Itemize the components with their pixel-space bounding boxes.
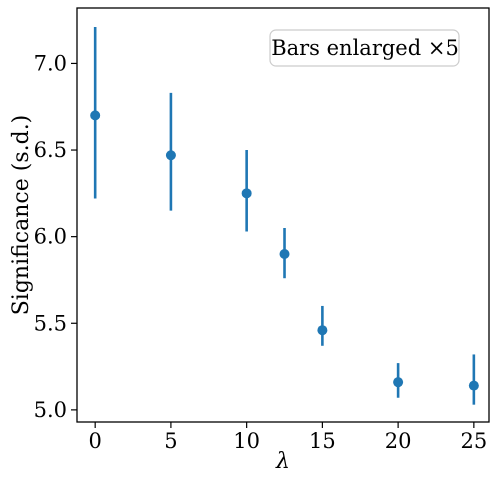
annotation-text: Bars enlarged ×5 — [271, 36, 459, 60]
x-tick-label: 25 — [460, 429, 487, 453]
x-tick-label: 10 — [233, 429, 260, 453]
x-tick-label: 5 — [164, 429, 177, 453]
y-tick-label: 5.5 — [34, 311, 67, 335]
y-tick-label: 6.0 — [34, 225, 67, 249]
x-axis: 0 5 10 15 20 25 — [88, 422, 487, 453]
y-tick-label: 6.5 — [34, 138, 67, 162]
y-axis-label: Significance (s.d.) — [9, 115, 34, 316]
y-tick-label: 7.0 — [34, 51, 67, 75]
data-point — [393, 377, 404, 388]
x-tick-label: 15 — [309, 429, 336, 453]
annotation-box: Bars enlarged ×5 — [269, 29, 460, 67]
plot-frame — [76, 7, 490, 423]
x-tick-label: 20 — [385, 429, 412, 453]
x-tick-label: 0 — [88, 429, 101, 453]
y-tick-label: 5.0 — [34, 398, 67, 422]
data-point — [279, 248, 290, 259]
data-series — [90, 27, 479, 405]
x-axis-label: λ — [275, 449, 290, 474]
data-point — [317, 325, 328, 336]
y-axis: 5.0 5.5 6.0 6.5 7.0 — [34, 51, 77, 422]
data-point — [241, 188, 252, 199]
data-point — [468, 380, 479, 391]
data-point — [90, 110, 101, 121]
data-point — [165, 150, 176, 161]
